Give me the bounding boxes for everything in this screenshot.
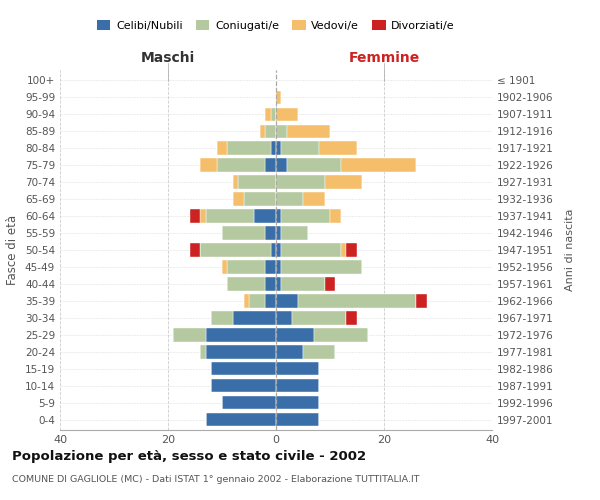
Text: Femmine: Femmine bbox=[349, 51, 419, 65]
Bar bbox=[346, 244, 357, 256]
Bar bbox=[206, 328, 276, 342]
Y-axis label: Anni di nascita: Anni di nascita bbox=[565, 209, 575, 291]
Bar bbox=[200, 158, 217, 172]
Bar bbox=[173, 328, 206, 342]
Bar bbox=[265, 108, 271, 121]
Bar bbox=[276, 260, 281, 274]
Bar bbox=[346, 312, 357, 324]
Bar bbox=[200, 244, 271, 256]
Legend: Celibi/Nubili, Coniugati/e, Vedovi/e, Divorziati/e: Celibi/Nubili, Coniugati/e, Vedovi/e, Di… bbox=[93, 16, 459, 35]
Bar bbox=[276, 90, 281, 104]
Bar bbox=[292, 312, 346, 324]
Bar bbox=[276, 210, 281, 222]
Bar bbox=[249, 294, 265, 308]
Bar bbox=[244, 192, 276, 205]
Bar bbox=[200, 210, 206, 222]
Bar bbox=[281, 244, 341, 256]
Bar bbox=[276, 396, 319, 409]
Bar bbox=[276, 176, 325, 188]
Bar bbox=[341, 244, 346, 256]
Bar bbox=[319, 142, 357, 154]
Bar bbox=[276, 192, 303, 205]
Bar bbox=[265, 278, 276, 290]
Bar bbox=[265, 260, 276, 274]
Bar bbox=[330, 210, 341, 222]
Bar bbox=[217, 158, 265, 172]
Bar bbox=[227, 260, 265, 274]
Bar bbox=[341, 158, 416, 172]
Bar bbox=[233, 176, 238, 188]
Bar bbox=[287, 124, 330, 138]
Bar bbox=[276, 379, 319, 392]
Text: Popolazione per età, sesso e stato civile - 2002: Popolazione per età, sesso e stato civil… bbox=[12, 450, 366, 463]
Bar bbox=[303, 192, 325, 205]
Bar bbox=[211, 379, 276, 392]
Bar bbox=[314, 328, 368, 342]
Text: Maschi: Maschi bbox=[141, 51, 195, 65]
Bar bbox=[271, 108, 276, 121]
Bar bbox=[276, 312, 292, 324]
Bar bbox=[244, 294, 249, 308]
Bar bbox=[206, 210, 254, 222]
Bar bbox=[276, 108, 298, 121]
Bar bbox=[325, 278, 335, 290]
Bar bbox=[233, 192, 244, 205]
Bar bbox=[222, 226, 265, 239]
Bar bbox=[276, 362, 319, 376]
Bar bbox=[190, 210, 200, 222]
Bar bbox=[190, 244, 200, 256]
Bar bbox=[233, 312, 276, 324]
Bar bbox=[265, 124, 276, 138]
Bar bbox=[222, 396, 276, 409]
Bar bbox=[298, 294, 416, 308]
Bar bbox=[281, 260, 362, 274]
Bar bbox=[271, 142, 276, 154]
Bar bbox=[287, 158, 341, 172]
Bar bbox=[276, 328, 314, 342]
Text: COMUNE DI GAGLIOLE (MC) - Dati ISTAT 1° gennaio 2002 - Elaborazione TUTTITALIA.I: COMUNE DI GAGLIOLE (MC) - Dati ISTAT 1° … bbox=[12, 475, 419, 484]
Bar bbox=[211, 312, 233, 324]
Bar bbox=[276, 158, 287, 172]
Bar bbox=[211, 362, 276, 376]
Bar bbox=[265, 226, 276, 239]
Bar bbox=[281, 226, 308, 239]
Bar bbox=[238, 176, 276, 188]
Bar bbox=[265, 158, 276, 172]
Bar bbox=[200, 346, 206, 358]
Bar bbox=[276, 226, 281, 239]
Bar bbox=[276, 346, 303, 358]
Bar bbox=[265, 294, 276, 308]
Bar bbox=[281, 210, 330, 222]
Bar bbox=[227, 278, 265, 290]
Bar bbox=[217, 142, 227, 154]
Bar bbox=[416, 294, 427, 308]
Bar bbox=[276, 124, 287, 138]
Bar bbox=[303, 346, 335, 358]
Bar bbox=[281, 142, 319, 154]
Bar bbox=[325, 176, 362, 188]
Bar bbox=[254, 210, 276, 222]
Bar bbox=[227, 142, 271, 154]
Bar bbox=[281, 278, 325, 290]
Bar bbox=[276, 294, 298, 308]
Bar bbox=[271, 244, 276, 256]
Bar bbox=[276, 142, 281, 154]
Bar bbox=[222, 260, 227, 274]
Bar bbox=[206, 346, 276, 358]
Bar bbox=[276, 278, 281, 290]
Bar bbox=[206, 413, 276, 426]
Bar bbox=[276, 413, 319, 426]
Bar bbox=[260, 124, 265, 138]
Y-axis label: Fasce di età: Fasce di età bbox=[7, 215, 19, 285]
Bar bbox=[276, 244, 281, 256]
